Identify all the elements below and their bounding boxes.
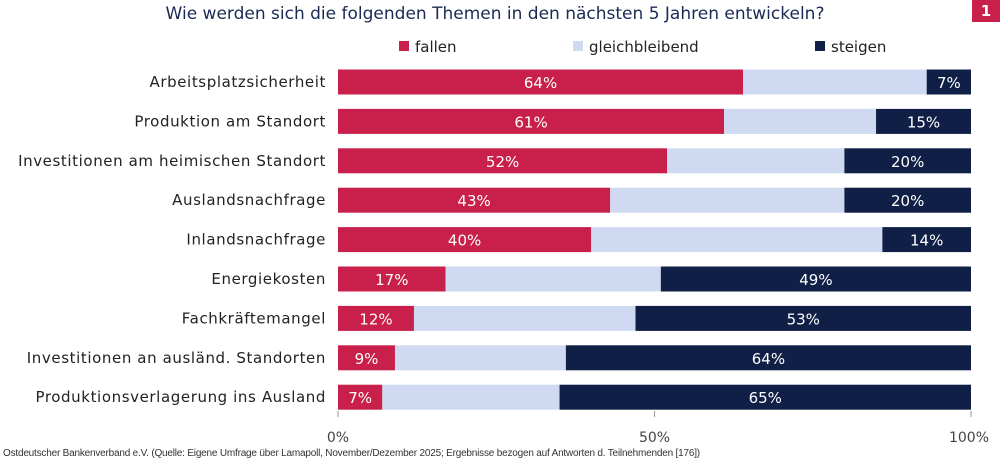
bar-fallen — [338, 266, 446, 292]
category-label: Energiekosten — [211, 270, 326, 288]
bar-gleichbleibend — [394, 345, 566, 371]
category-label: Produktionsverlagerung ins Ausland — [35, 388, 326, 406]
legend-swatch-fallen — [399, 41, 409, 51]
data-label-fallen: 40% — [448, 232, 481, 250]
bar-steigen — [882, 227, 971, 253]
data-label-steigen: 7% — [937, 74, 961, 92]
data-label-fallen: 12% — [359, 310, 392, 328]
bar-gleichbleibend — [667, 148, 845, 174]
data-label-fallen: 52% — [486, 153, 519, 171]
bar-gleichbleibend — [591, 227, 883, 253]
bar-steigen — [844, 187, 971, 213]
data-label-fallen: 61% — [514, 113, 547, 131]
legend-label-steigen: steigen — [831, 38, 886, 56]
bar-gleichbleibend — [382, 384, 560, 410]
bar-steigen — [635, 305, 971, 331]
legend-swatch-gleichbleibend — [573, 41, 583, 51]
source-footer: Ostdeutscher Bankenverband e.V. (Quelle:… — [3, 448, 700, 459]
data-label-steigen: 14% — [910, 232, 943, 250]
bar-gleichbleibend — [610, 187, 845, 213]
bar-steigen — [844, 148, 971, 174]
bar-steigen — [559, 384, 971, 410]
bar-fallen — [338, 148, 668, 174]
data-label-steigen: 49% — [799, 271, 832, 289]
category-label: Inlandsnachfrage — [186, 231, 326, 249]
category-label: Investitionen an ausländ. Standorten — [27, 349, 326, 367]
legend-label-fallen: fallen — [415, 38, 457, 56]
data-label-steigen: 64% — [752, 350, 785, 368]
data-label-steigen: 53% — [787, 310, 820, 328]
x-tick-label: 50% — [639, 430, 670, 446]
bar-gleichbleibend — [445, 266, 661, 292]
chart-title: Wie werden sich die folgenden Themen in … — [165, 4, 825, 24]
category-label: Auslandsnachfrage — [172, 191, 326, 209]
x-tick-label: 100% — [949, 430, 989, 446]
bar-steigen — [876, 108, 971, 134]
bar-gleichbleibend — [743, 69, 927, 95]
data-label-fallen: 64% — [524, 74, 557, 92]
bar-steigen — [660, 266, 971, 292]
bar-fallen — [338, 187, 611, 213]
category-label: Investitionen am heimischen Standort — [18, 152, 326, 170]
bar-fallen — [338, 108, 725, 134]
bar-fallen — [338, 227, 592, 253]
bar-fallen — [338, 69, 744, 95]
legend-label-gleichbleibend: gleichbleibend — [589, 38, 699, 56]
category-label: Fachkräftemangel — [182, 309, 326, 327]
bar-fallen — [338, 384, 383, 410]
data-label-steigen: 20% — [891, 153, 924, 171]
bar-steigen — [565, 345, 971, 371]
x-tick-label: 0% — [327, 430, 349, 446]
bar-fallen — [338, 305, 414, 331]
data-label-steigen: 20% — [891, 192, 924, 210]
bar-gleichbleibend — [413, 305, 636, 331]
category-label: Produktion am Standort — [134, 112, 326, 130]
category-label: Arbeitsplatzsicherheit — [149, 73, 326, 91]
data-label-fallen: 7% — [348, 389, 372, 407]
bar-steigen — [926, 69, 971, 95]
data-label-fallen: 17% — [375, 271, 408, 289]
data-label-fallen: 9% — [355, 350, 379, 368]
legend-swatch-steigen — [815, 41, 825, 51]
data-label-steigen: 15% — [907, 113, 940, 131]
bar-fallen — [338, 345, 395, 371]
bar-gleichbleibend — [724, 108, 877, 134]
data-label-fallen: 43% — [457, 192, 490, 210]
data-label-steigen: 65% — [749, 389, 782, 407]
page-number-badge: 1 — [972, 0, 1000, 22]
